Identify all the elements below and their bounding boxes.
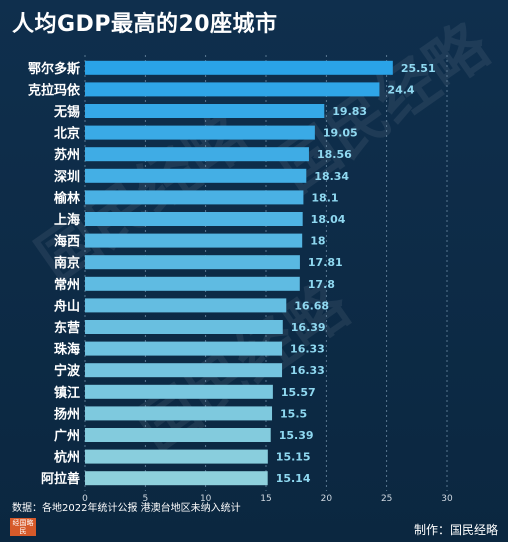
value-label: 16.68 [294,299,329,312]
bar [85,341,283,356]
bar [85,168,307,183]
value-label: 19.05 [323,127,358,140]
category-label: 宁波 [54,363,81,379]
bar [85,320,283,334]
bar [85,104,325,118]
category-label: 上海 [54,212,80,228]
bar [85,190,304,205]
source-note: 数据：各地2022年统计公报 港澳台地区未纳入统计 [12,503,241,514]
bar [85,233,303,248]
bar [85,82,380,97]
value-label: 19.83 [332,105,367,118]
value-label: 18 [310,235,325,248]
bar [85,147,309,162]
category-label: 南京 [54,255,80,271]
value-label: 15.15 [276,451,311,464]
category-label: 常州 [54,277,80,293]
x-tick-label: 25 [381,494,392,504]
category-label: 杭州 [54,450,80,466]
bar [85,125,315,140]
x-tick-label: 15 [260,494,271,504]
category-label: 海西 [54,234,80,250]
category-label: 北京 [54,126,80,142]
x-tick-label: 0 [82,494,88,504]
category-label: 深圳 [54,169,80,185]
value-label: 15.14 [276,472,311,485]
value-label: 15.57 [281,386,316,399]
value-label: 18.1 [311,191,338,204]
bar [85,428,271,442]
bar [85,212,303,226]
category-label: 东营 [54,320,80,336]
category-label: 无锡 [53,104,80,120]
category-label: 镇江 [54,385,80,401]
value-label: 18.04 [311,213,346,226]
value-label: 18.34 [314,170,349,183]
bar [85,298,287,313]
bar [85,384,273,399]
brand-logo: 经国略民 [10,518,36,536]
category-label: 克拉玛依 [28,82,81,98]
value-label: 17.8 [308,278,335,291]
x-tick-label: 10 [200,494,212,504]
x-tick-label: 20 [321,494,333,504]
value-label: 15.5 [280,407,307,420]
bar [85,255,300,270]
bar [85,406,273,421]
value-label: 24.4 [387,83,414,96]
category-label: 广州 [54,428,80,444]
category-label: 珠海 [54,342,80,358]
bar [85,276,300,291]
category-label: 扬州 [54,406,80,422]
category-label: 阿拉善 [41,471,80,487]
x-tick-label: 30 [441,494,453,504]
bar [85,60,393,75]
value-label: 16.33 [290,343,325,356]
category-label: 榆林 [54,190,80,206]
bar [85,471,268,486]
category-label: 舟山 [54,298,80,314]
category-label: 苏州 [54,147,80,163]
bar [85,363,283,378]
value-label: 16.33 [290,364,325,377]
bar [85,449,268,464]
chart-title: 人均GDP最高的20座城市 [12,12,278,37]
value-label: 25.51 [401,62,436,75]
x-tick-label: 5 [142,494,148,504]
value-label: 15.39 [279,429,314,442]
value-label: 16.39 [291,321,326,334]
value-label: 17.81 [308,256,343,269]
value-label: 18.56 [317,148,352,161]
credit-text: 制作：国民经略 [413,523,498,537]
category-label: 鄂尔多斯 [28,61,80,77]
